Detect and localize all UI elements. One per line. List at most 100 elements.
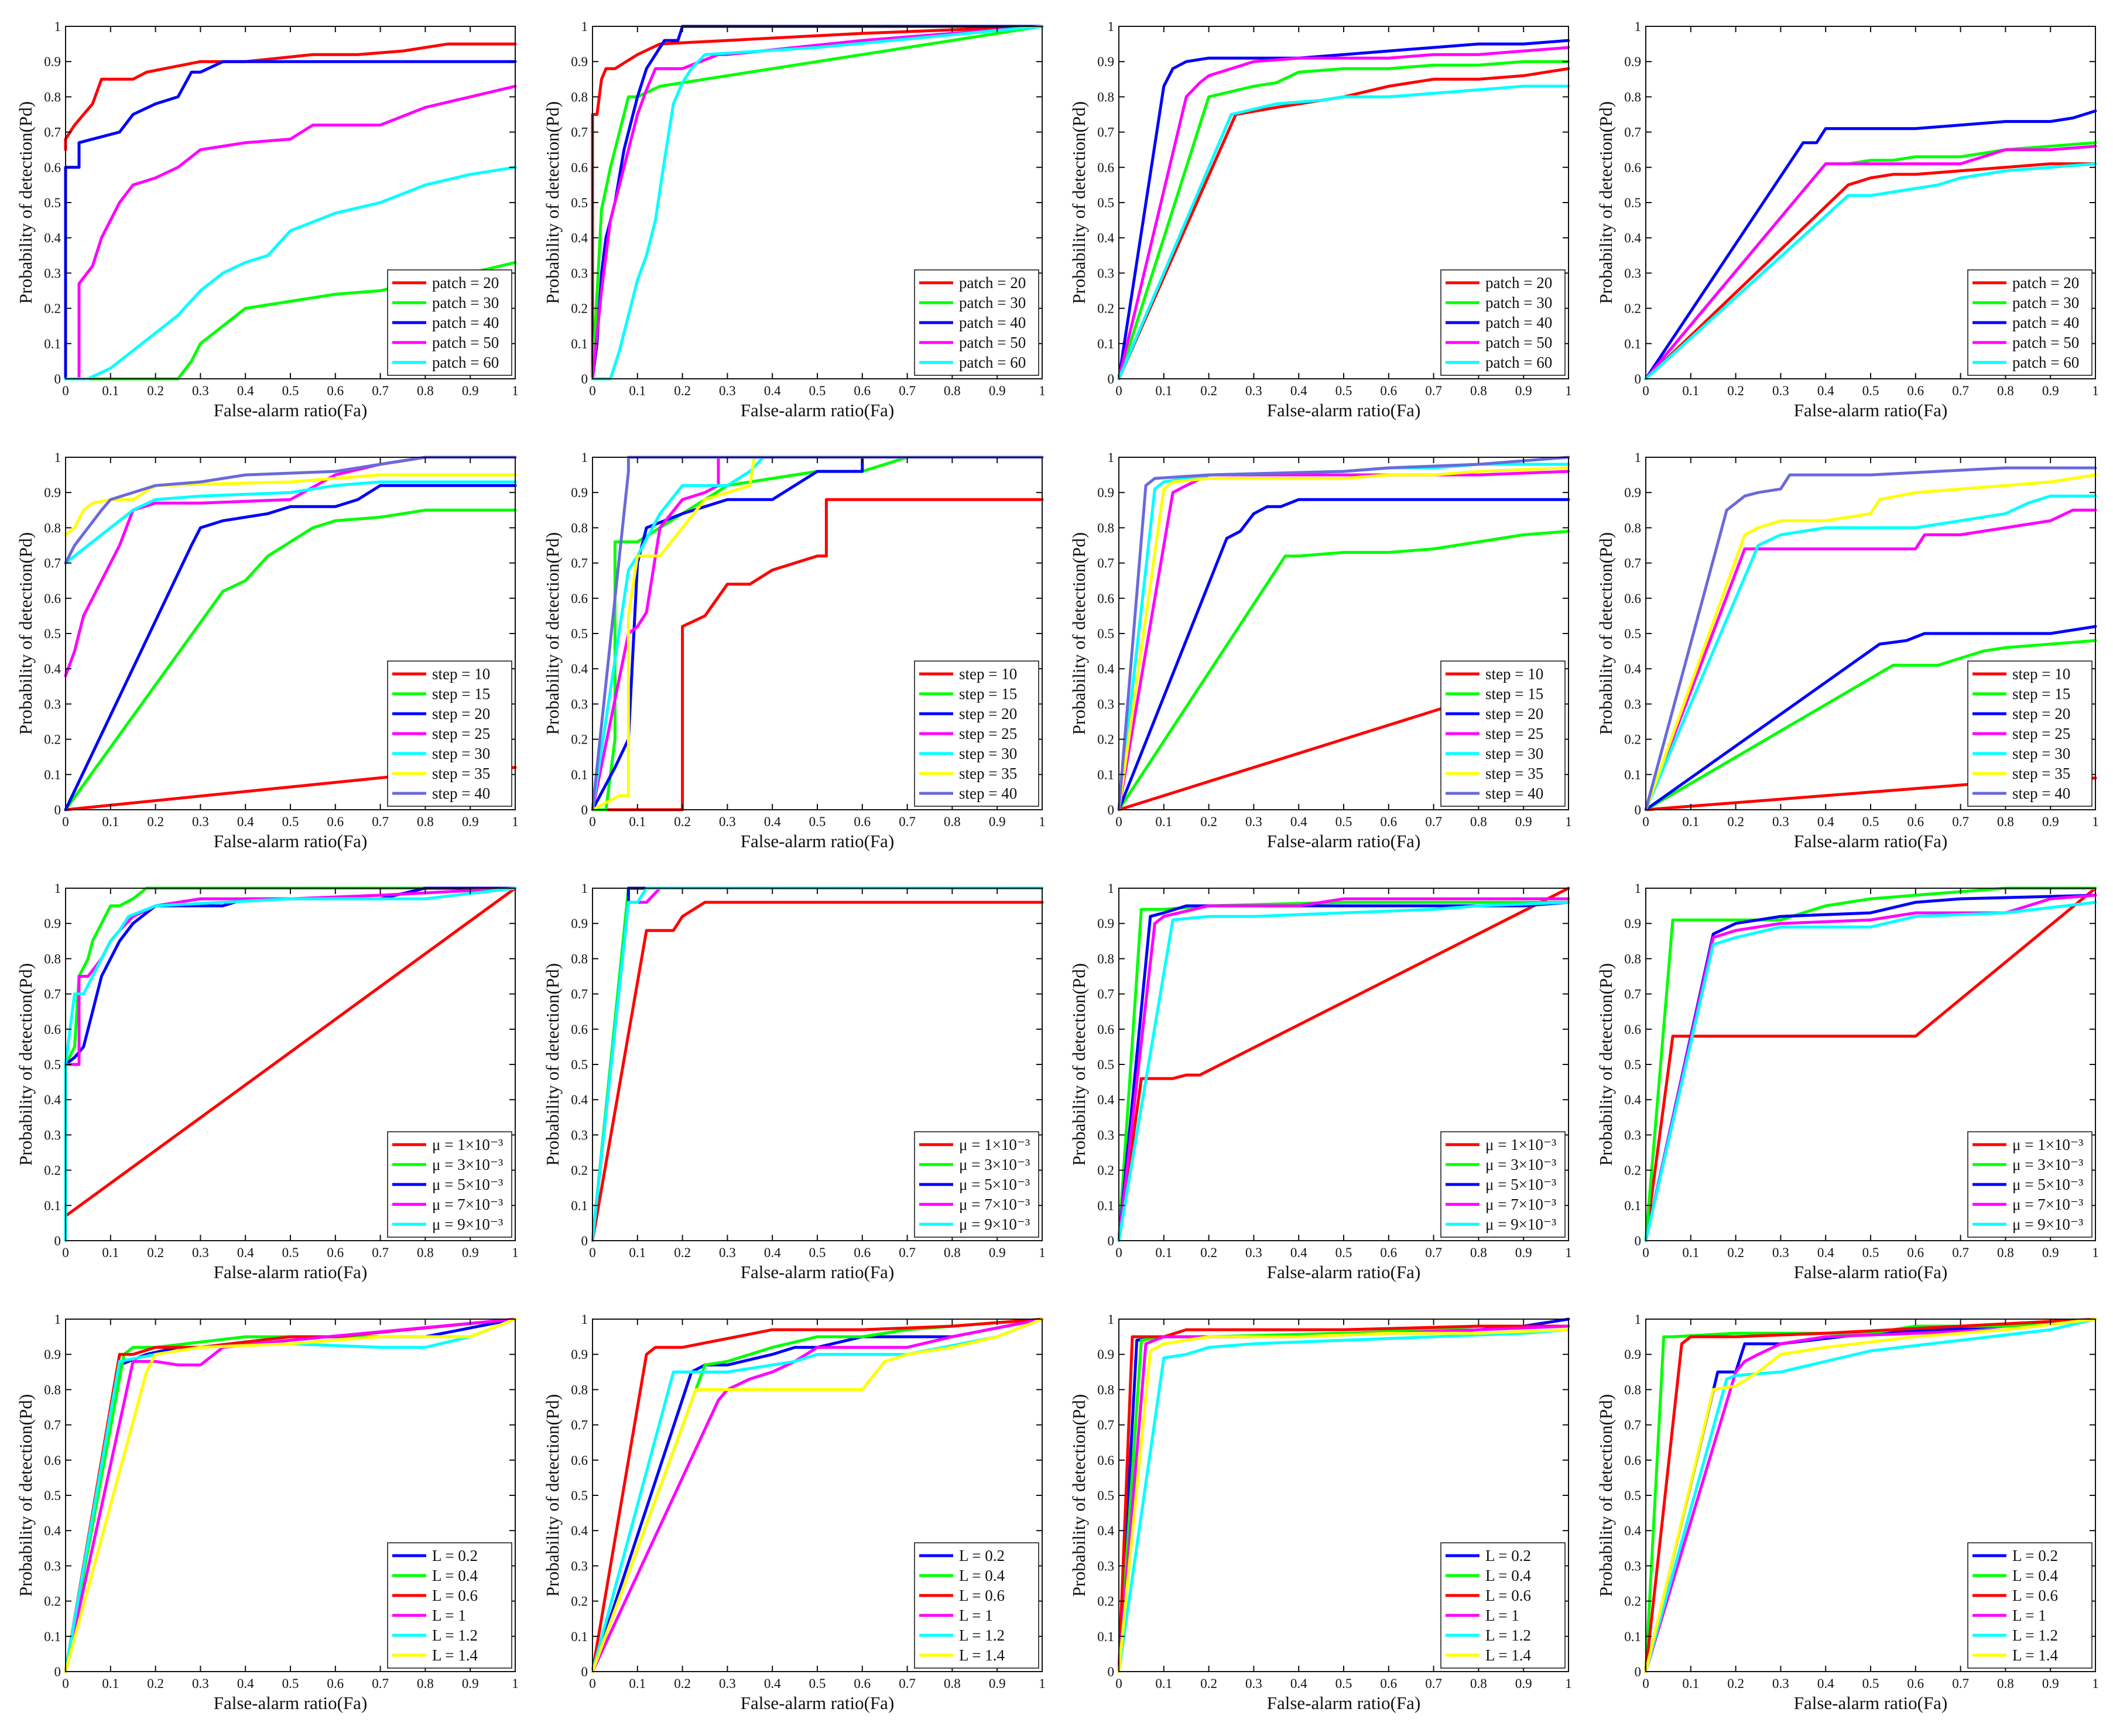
x-tick-label: 0.5 [282, 814, 299, 829]
legend-label: step = 35 [1485, 765, 1543, 782]
x-tick-label: 1 [2092, 384, 2099, 398]
x-tick-label: 0.4 [764, 1676, 781, 1691]
x-tick-label: 0.5 [1335, 384, 1352, 398]
chart-panel-row3-col4: 0 0.1 0.2 0.3 0.4 0.5 0.6 0.7 0.8 0.9 1 0 0.1 0.2 0.3 0… [1595, 881, 2099, 1282]
x-tick-label: 0.8 [944, 384, 961, 398]
x-tick-label: 0.9 [462, 1245, 479, 1260]
x-axis-label: False-alarm ratio(Fa) [214, 831, 368, 851]
series-line-0 [1117, 886, 1570, 1242]
series-line-3 [1644, 508, 2097, 811]
y-tick-label: 0.7 [571, 1418, 588, 1433]
y-tick-label: 1 [581, 19, 588, 34]
y-tick-label: 0.6 [571, 591, 588, 606]
y-tick-label: 0.9 [1097, 54, 1114, 69]
legend-label: patch = 50 [432, 334, 499, 351]
x-tick-label: 0.3 [719, 1676, 736, 1691]
legend-label: μ = 3×10⁻³ [959, 1156, 1030, 1173]
x-axis-label: False-alarm ratio(Fa) [214, 400, 368, 420]
legend-label: μ = 7×10⁻³ [2012, 1196, 2083, 1213]
y-tick-label: 0.5 [44, 1057, 61, 1072]
y-tick-label: 0.8 [44, 90, 61, 104]
chart-panel-row3-col1: 0 0.1 0.2 0.3 0.4 0.5 0.6 0.7 0.8 0.9 1 0 0.1 0.2 0.3 0… [15, 881, 519, 1282]
y-tick-label: 0 [1108, 1234, 1115, 1248]
y-tick-label: 0.2 [44, 302, 61, 316]
x-tick-label: 0 [1115, 1676, 1122, 1691]
x-tick-label: 0.6 [854, 1245, 871, 1260]
x-tick-label: 0.1 [102, 1676, 119, 1691]
chart-panel-row1-col1: 0 0.1 0.2 0.3 0.4 0.5 0.6 0.7 0.8 0.9 1 0 0.1 0.2 0.3 0… [15, 19, 519, 420]
x-axis-label: False-alarm ratio(Fa) [1794, 400, 1948, 420]
series-line-5 [1117, 1328, 1570, 1673]
y-tick-label: 0.7 [1097, 125, 1114, 140]
y-tick-label: 0.8 [1624, 1382, 1641, 1397]
y-tick-label: 0 [1635, 1665, 1642, 1679]
y-tick-label: 0.2 [1624, 732, 1641, 747]
x-tick-label: 0.6 [327, 1245, 344, 1260]
legend-label: patch = 60 [1485, 354, 1552, 371]
x-tick-label: 0.8 [1470, 1676, 1487, 1691]
x-tick-label: 0.7 [1425, 1245, 1442, 1260]
x-tick-label: 0.3 [192, 1245, 209, 1260]
y-tick-label: 0.7 [1624, 987, 1641, 1002]
series-line-0 [591, 900, 1044, 1242]
legend-label: step = 30 [959, 745, 1017, 762]
legend-label: patch = 20 [432, 274, 499, 292]
x-tick-label: 0 [1642, 1676, 1649, 1691]
x-tick-label: 0.3 [1245, 384, 1262, 398]
y-tick-label: 0 [1108, 803, 1115, 817]
y-axis-label: Probability of detection(Pd) [1595, 1394, 1616, 1597]
x-tick-label: 0.2 [1200, 384, 1217, 398]
y-tick-label: 0.8 [571, 1382, 588, 1397]
y-axis-label: Probability of detection(Pd) [1069, 532, 1089, 735]
x-tick-label: 0.1 [1682, 814, 1699, 829]
y-tick-label: 0.2 [1624, 302, 1641, 316]
y-tick-label: 0 [54, 1665, 61, 1679]
x-tick-label: 0.3 [719, 1245, 736, 1260]
x-tick-label: 0.7 [1952, 384, 1969, 398]
x-tick-label: 0.4 [237, 814, 254, 829]
y-tick-label: 1 [1108, 19, 1115, 34]
legend-label: step = 35 [959, 765, 1017, 782]
y-tick-label: 0.3 [1097, 266, 1114, 280]
legend-label: L = 0.4 [959, 1567, 1005, 1584]
x-tick-label: 0.7 [899, 1245, 916, 1260]
series-group [64, 456, 517, 811]
x-tick-label: 0.2 [674, 814, 691, 829]
series-line-2 [591, 1317, 1044, 1673]
x-tick-label: 0.4 [1817, 814, 1834, 829]
y-tick-label: 0.5 [571, 1488, 588, 1503]
x-tick-label: 0.8 [417, 384, 434, 398]
legend-label: step = 10 [959, 665, 1017, 683]
series-line-4 [1117, 900, 1570, 1242]
y-tick-label: 0 [1108, 1665, 1115, 1679]
y-axis-label: Probability of detection(Pd) [15, 101, 36, 304]
chart-panel-row2-col2: 0 0.1 0.2 0.3 0.4 0.5 0.6 0.7 0.8 0.9 1 0 0.1 0.2 0.3 0… [542, 450, 1046, 851]
x-tick-label: 0.2 [1200, 1676, 1217, 1691]
x-tick-label: 0.2 [674, 1245, 691, 1260]
x-axis-label: False-alarm ratio(Fa) [741, 831, 895, 851]
series-line-1 [1117, 529, 1570, 811]
y-axis-label: Probability of detection(Pd) [1595, 963, 1616, 1166]
x-tick-label: 1 [1039, 814, 1046, 829]
legend: μ = 1×10⁻³ μ = 3×10⁻³ μ = 5×10⁻³ μ = 7×10⁻³… [1440, 1131, 1566, 1238]
x-tick-label: 0.9 [2042, 814, 2059, 829]
y-tick-label: 0.2 [1097, 302, 1114, 316]
legend-box [914, 269, 1039, 376]
chart-panel-row4-col3: 0 0.1 0.2 0.3 0.4 0.5 0.6 0.7 0.8 0.9 1 0 0.1 0.2 0.3 0… [1069, 1312, 1572, 1713]
x-tick-label: 0 [589, 1245, 596, 1260]
series-line-3 [1117, 470, 1570, 811]
legend-label: patch = 60 [2012, 354, 2079, 371]
x-tick-label: 0.1 [1682, 384, 1699, 398]
y-tick-label: 0.3 [1624, 266, 1641, 280]
y-tick-label: 1 [1635, 19, 1642, 34]
x-tick-label: 0.1 [1682, 1676, 1699, 1691]
y-axis-label: Probability of detection(Pd) [1595, 532, 1616, 735]
y-tick-label: 1 [54, 1312, 61, 1327]
x-tick-label: 0.9 [1515, 1245, 1532, 1260]
series-line-5 [1644, 1317, 2097, 1673]
x-tick-label: 1 [1565, 1245, 1572, 1260]
legend-label: step = 15 [432, 685, 490, 703]
y-tick-label: 0.9 [1097, 1347, 1114, 1362]
x-tick-label: 0.8 [417, 1245, 434, 1260]
x-tick-label: 0.6 [854, 814, 871, 829]
